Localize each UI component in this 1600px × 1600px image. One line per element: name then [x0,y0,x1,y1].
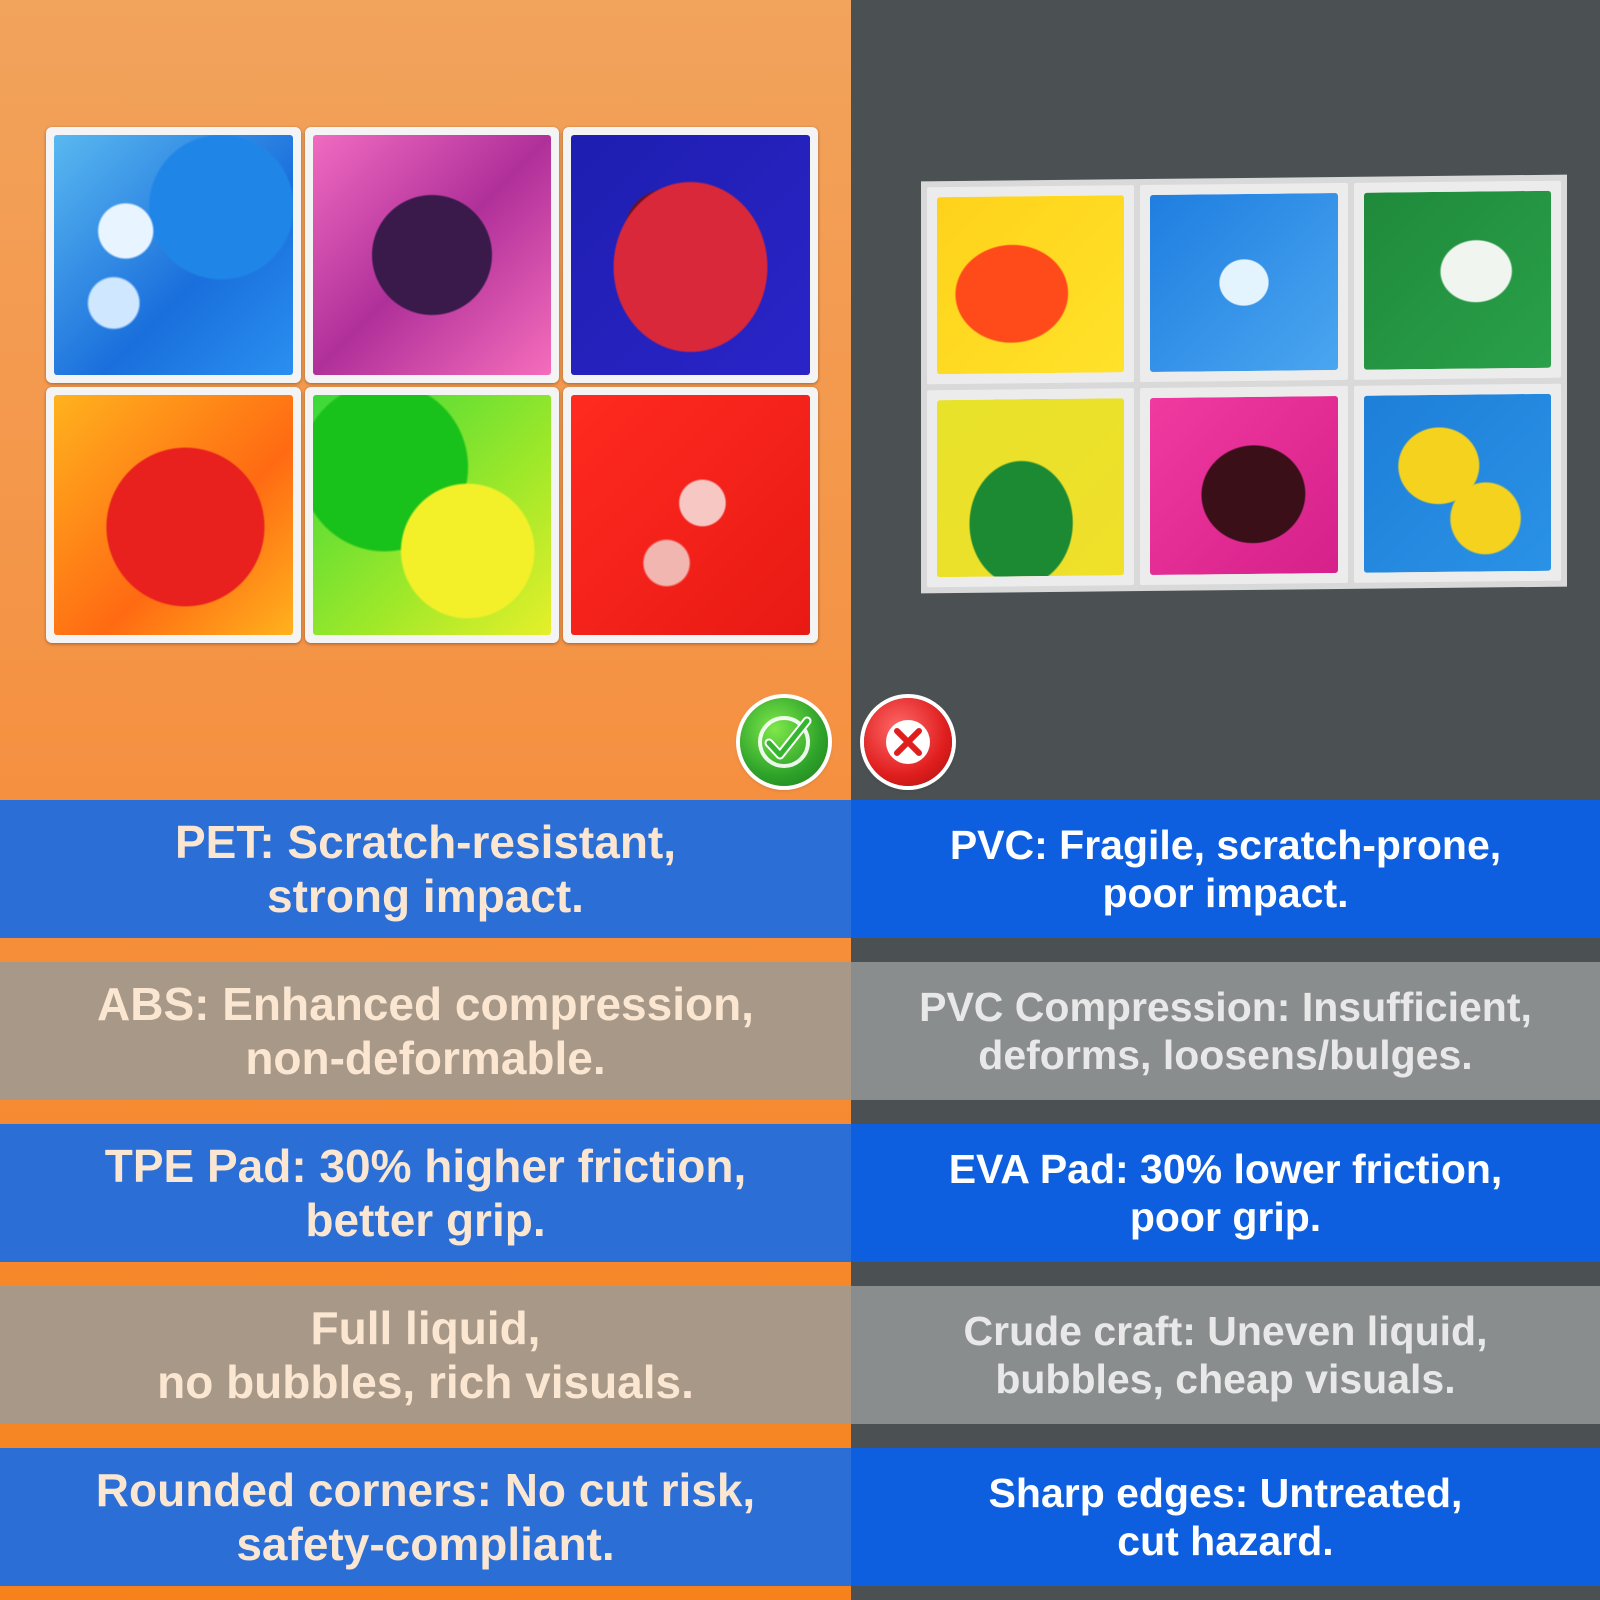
good-feature-row: TPE Pad: 30% higher friction, better gri… [0,1124,851,1262]
good-feature-row: PET: Scratch-resistant, strong impact. [0,800,851,938]
good-feature-row: ABS: Enhanced compression, non-deformabl… [0,962,851,1100]
tile-blue [46,127,301,383]
tile-pink [304,127,560,383]
good-feature-text: Full liquid, no bubbles, rich visuals. [157,1301,694,1408]
bad-feature-row: Sharp edges: Untreated, cut hazard. [851,1448,1600,1586]
bad-feature-row: PVC Compression: Insufficient, deforms, … [851,962,1600,1100]
tile-blue-yellow [1353,383,1561,583]
good-feature-row: Rounded corners: No cut risk, safety-com… [0,1448,851,1586]
good-feature-text: Rounded corners: No cut risk, safety-com… [95,1463,756,1570]
good-feature-text: TPE Pad: 30% higher friction, better gri… [104,1139,747,1246]
good-feature-row: Full liquid, no bubbles, rich visuals. [0,1286,851,1424]
tile-yellow-orange [927,185,1135,385]
bad-feature-row: PVC: Fragile, scratch-prone, poor impact… [851,800,1600,938]
bad-feature-text: Sharp edges: Untreated, cut hazard. [988,1469,1463,1564]
bad-feature-text: Crude craft: Uneven liquid, bubbles, che… [963,1307,1488,1402]
bad-feature-text: EVA Pad: 30% lower friction, poor grip. [948,1145,1503,1240]
tile-blue-white [1140,182,1348,383]
tile-green [304,387,560,643]
bad-tiles-photo [921,174,1567,594]
bad-feature-row: EVA Pad: 30% lower friction, poor grip. [851,1124,1600,1262]
tile-red [563,387,818,643]
tile-pink-black [1140,385,1348,586]
red-x-circle-icon [864,698,952,786]
bad-feature-text: PVC Compression: Insufficient, deforms, … [919,983,1532,1078]
tile-navy-red [563,127,818,383]
tile-yellow-green [927,388,1135,588]
good-tiles-photo [46,127,818,643]
bad-feature-row: Crude craft: Uneven liquid, bubbles, che… [851,1286,1600,1424]
green-check-circle-icon [740,698,828,786]
good-feature-text: PET: Scratch-resistant, strong impact. [174,815,677,922]
tile-orange [46,387,301,643]
bad-feature-text: PVC: Fragile, scratch-prone, poor impact… [949,821,1502,916]
good-feature-text: ABS: Enhanced compression, non-deformabl… [97,977,754,1084]
tile-green-white [1353,180,1561,380]
